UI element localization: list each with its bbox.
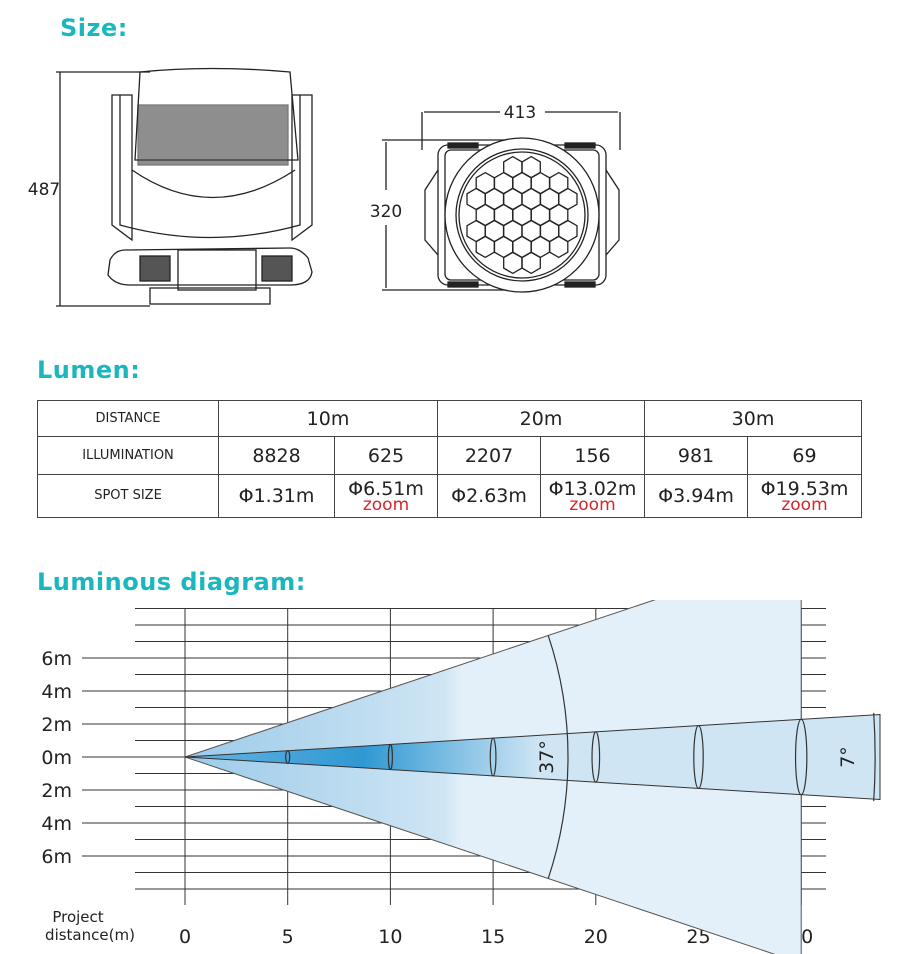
depth-dimension: 320 [370, 202, 402, 222]
illumination-cell: 8828 [218, 436, 335, 475]
y-tick-label: 6m [41, 846, 72, 868]
distance-cell: 10m [218, 400, 438, 437]
wide-angle-label: 37° [536, 740, 558, 774]
y-tick-label: 6m [41, 648, 72, 670]
spot-size-cell: Φ13.02m zoom [540, 474, 645, 518]
x-tick-label: 15 [481, 926, 505, 948]
illumination-cell: 981 [644, 436, 748, 475]
y-tick-label: 2m [41, 714, 72, 736]
front-view-drawing [382, 111, 621, 293]
spot-size-cell: Φ3.94m [644, 474, 748, 518]
size-drawings: 487 413 320 [28, 67, 621, 307]
zoom-note: zoom [781, 495, 828, 515]
diagram-heading: Luminous diagram: [37, 568, 306, 596]
lumen-table: DISTANCE 10m 20m 30m ILLUMINATION 8828 6… [37, 400, 862, 518]
wide-angle-arc [547, 635, 569, 879]
y-tick-label: 4m [41, 813, 72, 835]
y-tick-label: 2m [41, 780, 72, 802]
illumination-cell: 2207 [437, 436, 541, 475]
illumination-cell: 156 [540, 436, 645, 475]
x-tick-label: 10 [378, 926, 402, 948]
table-row-spot-size: SPOT SIZE Φ1.31m Φ6.51m zoom Φ2.63m Φ13.0… [37, 474, 862, 518]
narrow-angle-arc [873, 712, 876, 802]
y-tick-label: 4m [41, 681, 72, 703]
table-row-illumination: ILLUMINATION 8828 625 2207 156 981 69 [37, 436, 862, 475]
row-label: SPOT SIZE [37, 474, 219, 518]
side-view-drawing [56, 67, 313, 307]
distance-cell: 30m [644, 400, 862, 437]
zoom-note: zoom [569, 495, 616, 515]
lumen-heading: Lumen: [37, 356, 141, 384]
spot-ellipse [387, 743, 393, 771]
lens-hex [549, 235, 569, 259]
row-label: ILLUMINATION [37, 436, 219, 475]
y-tick-label: 0m [41, 747, 72, 769]
spot-ellipse [794, 718, 808, 796]
luminous-diagram: 6m4m2m0m2m4m6m051015202530 37°7° Project… [41, 600, 881, 954]
size-heading: Size: [60, 14, 128, 42]
spot-ellipse [285, 750, 291, 764]
spot-ellipse [591, 731, 601, 783]
spot-size-cell: Φ6.51m zoom [334, 474, 438, 518]
height-dimension: 487 [28, 180, 60, 200]
spot-size-cell: Φ19.53m zoom [747, 474, 862, 518]
spot-ellipse [693, 724, 704, 790]
x-tick-label: 0 [179, 926, 191, 948]
spot-size-cell: Φ1.31m [218, 474, 335, 518]
spot-size-value: Φ6.51m [348, 478, 424, 500]
x-tick-label: 20 [584, 926, 608, 948]
x-tick-label: 5 [282, 926, 294, 948]
spot-ellipse [489, 737, 497, 777]
zoom-note: zoom [362, 495, 410, 515]
x-tick-label: 25 [686, 926, 710, 948]
x-axis-label: Project [52, 908, 103, 926]
x-axis-label: distance(m) [45, 926, 135, 944]
spot-size-value: Φ13.02m [548, 478, 637, 500]
distance-cell: 20m [437, 400, 645, 437]
narrow-angle-label: 7° [837, 746, 859, 768]
spot-size-cell: Φ2.63m [437, 474, 541, 518]
illumination-cell: 69 [747, 436, 862, 475]
spot-size-value: Φ19.53m [760, 478, 849, 500]
width-dimension: 413 [504, 103, 536, 123]
illumination-cell: 625 [334, 436, 438, 475]
narrow-beam [184, 713, 881, 801]
table-row-distance: DISTANCE 10m 20m 30m [37, 400, 862, 437]
row-label: DISTANCE [37, 400, 219, 437]
lens-hex [521, 251, 541, 275]
